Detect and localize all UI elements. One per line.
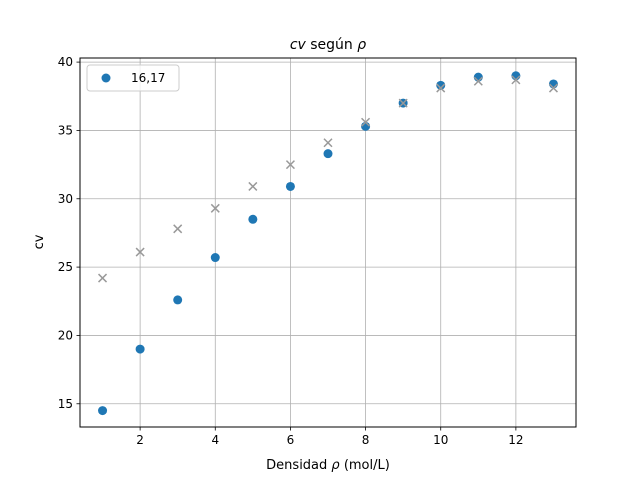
- data-point-circle: [248, 214, 258, 224]
- x-tick-label: 2: [136, 433, 144, 447]
- data-point-x: [511, 75, 521, 85]
- plot-frame: [79, 57, 577, 428]
- data-point-circle: [436, 80, 446, 90]
- data-point-x: [98, 273, 108, 283]
- x-axis-label-pre: Densidad: [266, 458, 331, 473]
- data-point-x: [173, 224, 183, 234]
- x-axis-label-italic: ρ: [331, 458, 340, 473]
- chart-title: cv según ρ: [290, 37, 366, 53]
- y-tick-label: 35: [58, 123, 73, 137]
- data-point-x: [361, 117, 371, 127]
- x-tick-label: 8: [362, 433, 370, 447]
- y-tick-label: 15: [58, 397, 73, 411]
- y-axis-label: cv: [32, 234, 47, 249]
- data-point-circle: [173, 295, 183, 305]
- data-point-x: [135, 247, 145, 257]
- y-tick-label: 25: [58, 260, 73, 274]
- data-point-x: [248, 181, 258, 191]
- chart-title-mid: según: [306, 37, 357, 53]
- data-point-circle: [210, 253, 220, 263]
- data-point-circle: [285, 181, 295, 191]
- legend-marker-circle: [101, 73, 111, 83]
- x-axis-label: Densidad ρ (mol/L): [266, 458, 390, 473]
- legend: 16,17: [86, 64, 180, 92]
- x-axis-label-post: (mol/L): [340, 458, 390, 473]
- x-tick-label: 4: [211, 433, 219, 447]
- y-tick-label: 40: [58, 55, 73, 69]
- legend-label: 16,17: [131, 71, 165, 85]
- x-tick-label: 10: [433, 433, 448, 447]
- legend-box: [86, 64, 180, 92]
- y-tick-label: 20: [58, 328, 73, 342]
- plot-area: [80, 58, 576, 427]
- ticks: 2 4 6 8 10 12 15 20 25 30 35 40: [58, 55, 524, 447]
- x-tick-label: 6: [287, 433, 295, 447]
- data-points: [98, 71, 558, 416]
- data-point-x: [436, 83, 446, 93]
- chart-title-italic1: cv: [290, 37, 307, 53]
- data-point-x: [323, 138, 333, 148]
- data-point-circle: [98, 406, 108, 416]
- data-point-x: [285, 160, 295, 170]
- data-point-circle: [323, 149, 333, 159]
- data-point-x: [210, 203, 220, 213]
- data-point-x: [473, 76, 483, 86]
- chart-title-italic2: ρ: [357, 37, 366, 53]
- data-point-x: [548, 83, 558, 93]
- data-point-x: [398, 98, 408, 108]
- data-point-circle: [135, 344, 145, 354]
- y-tick-label: 30: [58, 192, 73, 206]
- x-tick-label: 12: [508, 433, 523, 447]
- grid: [80, 58, 576, 427]
